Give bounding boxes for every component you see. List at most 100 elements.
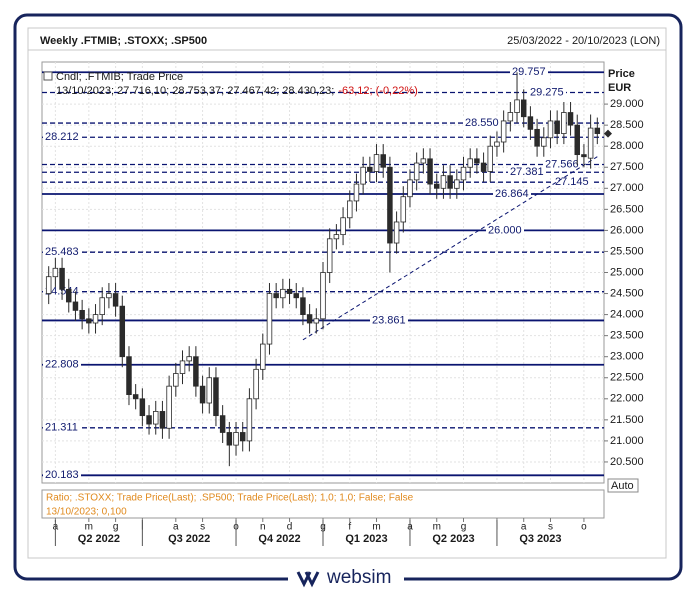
y-tick-label: 23.000 [610, 351, 644, 363]
y-tick-label: 24.500 [610, 287, 644, 299]
y-tick-label: 28.500 [610, 119, 644, 131]
scale-mode-box[interactable] [607, 478, 639, 493]
candle-body [79, 309, 85, 320]
candle-body [567, 112, 574, 126]
y-axis-title: Price [608, 68, 635, 80]
candle-body [59, 267, 65, 290]
candle-body [152, 411, 159, 425]
ratio-label: Ratio; .STOXX; Trade Price(Last); .SP500… [46, 493, 414, 504]
quarter-label: Q4 2022 [258, 533, 300, 545]
x-tick-label: f [348, 522, 351, 533]
candle-body [219, 415, 226, 433]
candle-body [106, 293, 112, 299]
candle-body [534, 128, 540, 147]
candle-body [253, 368, 259, 400]
candle-body [320, 272, 326, 320]
legend-last: 13/10/2023; 27.716,10; 28.753,37; 27.467… [56, 85, 418, 97]
candle-body [239, 432, 246, 442]
quarter-label: Q2 2023 [432, 533, 474, 545]
date-range: 25/03/2022 - 20/10/2023 (LON) [507, 35, 660, 47]
candle-body [420, 158, 427, 164]
candle-body [99, 297, 105, 316]
candle-body [393, 221, 400, 244]
candle-body [246, 398, 253, 442]
y-tick-label: 24.000 [610, 309, 644, 321]
candle-body [467, 158, 473, 168]
candle-body [179, 360, 186, 374]
level-label-bg [528, 86, 566, 99]
candle-body [514, 99, 520, 113]
y-tick-label: 25.000 [610, 266, 644, 278]
y-tick-label: 20.500 [610, 456, 644, 468]
ratio-panel [41, 489, 605, 519]
legend-last-values: 13/10/2023; 27.716,10; 28.753,37; 27.467… [56, 85, 334, 97]
level-label: 28.212 [45, 131, 79, 143]
y-tick-label: 23.500 [610, 330, 644, 342]
candle-body [594, 127, 601, 134]
candle-body [139, 398, 146, 417]
y-tick-label: 21.500 [610, 414, 644, 426]
candle-body [340, 217, 346, 236]
candle-body [293, 293, 299, 299]
candle-body [454, 179, 460, 189]
level-label: 21.311 [45, 422, 78, 434]
last-price-marker [604, 129, 612, 138]
candle-body [500, 120, 507, 143]
quarter-label: Q2 2022 [78, 533, 120, 545]
candle-body [206, 377, 213, 404]
level-label: 22.808 [45, 359, 79, 371]
x-tick-label: n [260, 522, 266, 533]
candle-body [233, 432, 239, 446]
level-label: 27.566 [545, 158, 579, 170]
candle-body [494, 141, 500, 147]
candle-body [440, 175, 447, 189]
candle-body [266, 293, 273, 345]
candle-body [300, 297, 306, 316]
y-axis-unit: EUR [608, 82, 631, 94]
candle-body [52, 267, 59, 278]
candle-body [159, 411, 166, 429]
candle-body [286, 288, 293, 294]
level-label-bg [463, 117, 501, 130]
candle-body [193, 356, 199, 387]
x-tick-label: a [173, 522, 179, 533]
candle-body [45, 276, 52, 294]
level-label: 23.861 [372, 314, 406, 326]
y-tick-label: 27.500 [610, 161, 644, 173]
candle-body [400, 196, 407, 223]
level-label: 26.000 [488, 224, 522, 236]
candle-body [273, 293, 279, 299]
x-tick-label: s [548, 522, 553, 533]
level-label-bg [486, 224, 524, 237]
candle-body [146, 415, 152, 425]
x-tick-label: s [200, 522, 205, 533]
y-tick-label: 22.500 [610, 372, 644, 384]
chart-title: Weekly .FTMIB; .STOXX; .SP500 [40, 35, 207, 47]
candle-body [447, 175, 453, 189]
candle-body [360, 166, 366, 185]
candle-body [587, 127, 594, 159]
legend-name: Cndl; .FTMIB; Trade Price [56, 71, 183, 83]
candle-body [280, 288, 286, 299]
candle-body [260, 343, 266, 370]
candle-body [367, 166, 373, 172]
level-label: 29.275 [530, 86, 564, 98]
level-label: 28.550 [465, 117, 499, 129]
quarter-label: Q3 2023 [519, 533, 561, 545]
level-label-bg [370, 314, 408, 327]
candle-body [474, 158, 480, 164]
x-tick-label: o [581, 522, 587, 533]
level-label-bg [553, 176, 591, 189]
candle-body [213, 377, 219, 417]
candle-body [306, 314, 313, 324]
scale-mode[interactable]: Auto [611, 480, 634, 492]
candle-body [487, 145, 494, 172]
level-label-bg [543, 158, 581, 171]
level-label-bg [43, 469, 81, 482]
y-tick-label: 26.500 [610, 203, 644, 215]
level-label: 27.145 [555, 176, 589, 188]
legend-icon [43, 71, 53, 81]
candle-body [326, 238, 333, 273]
x-tick-label: m [433, 522, 441, 533]
legend-change: -63,12; (-0,22%) [338, 85, 417, 97]
